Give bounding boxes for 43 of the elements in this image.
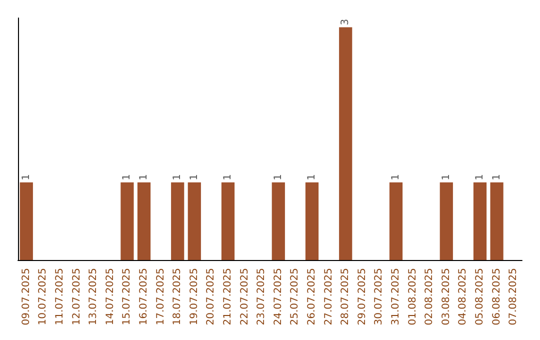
x-tick-label: 07.08.2025 (508, 268, 520, 326)
data-label: 1 (491, 174, 502, 180)
data-label: 1 (272, 174, 284, 180)
x-tick-label: 09.07.2025 (20, 268, 32, 326)
data-label: 1 (172, 174, 184, 180)
x-tick-label: 10.07.2025 (38, 268, 49, 326)
data-label: 1 (474, 174, 486, 180)
x-tick-label: 12.07.2025 (71, 268, 82, 326)
x-tick-label: 11.07.2025 (54, 268, 66, 326)
x-tick-label: 16.07.2025 (138, 268, 150, 326)
x-tick-label: 04.08.2025 (458, 268, 469, 326)
x-tick-label: 27.07.2025 (323, 268, 334, 326)
data-label: 1 (138, 174, 150, 180)
data-label: 1 (122, 174, 133, 180)
x-tick-label: 29.07.2025 (356, 268, 368, 326)
x-tick-label: 17.07.2025 (155, 268, 166, 326)
data-label: 1 (306, 174, 318, 180)
x-tick-label: 02.08.2025 (424, 268, 436, 326)
data-label: 1 (222, 174, 234, 180)
x-tick-label: 05.08.2025 (474, 268, 486, 326)
data-label: 1 (390, 174, 402, 180)
x-tick-label: 20.07.2025 (206, 268, 217, 326)
x-tick-label: 28.07.2025 (340, 268, 352, 326)
x-tick-label: 19.07.2025 (188, 268, 200, 326)
x-tick-label: 03.08.2025 (440, 268, 452, 326)
data-label: 1 (440, 174, 452, 180)
x-tick-label: 15.07.2025 (122, 268, 133, 326)
x-tick-label: 25.07.2025 (290, 268, 301, 326)
data-label: 3 (340, 18, 352, 26)
x-tick-label: 22.07.2025 (239, 268, 250, 326)
x-tick-label: 30.07.2025 (374, 268, 385, 326)
x-tick-label: 26.07.2025 (306, 268, 318, 326)
data-label: 1 (188, 174, 200, 180)
x-tick-label: 14.07.2025 (104, 268, 116, 326)
x-tick-label: 06.08.2025 (491, 268, 502, 326)
x-tick-label: 21.07.2025 (222, 268, 234, 326)
x-tick-label: 18.07.2025 (172, 268, 184, 326)
x-tick-label: 31.07.2025 (390, 268, 402, 326)
x-tick-label: 23.07.2025 (256, 268, 268, 326)
x-tick-label: 01.08.2025 (407, 268, 418, 326)
x-tick-label: 24.07.2025 (272, 268, 284, 326)
x-tick-label: 13.07.2025 (88, 268, 100, 326)
data-label: 1 (20, 174, 32, 180)
